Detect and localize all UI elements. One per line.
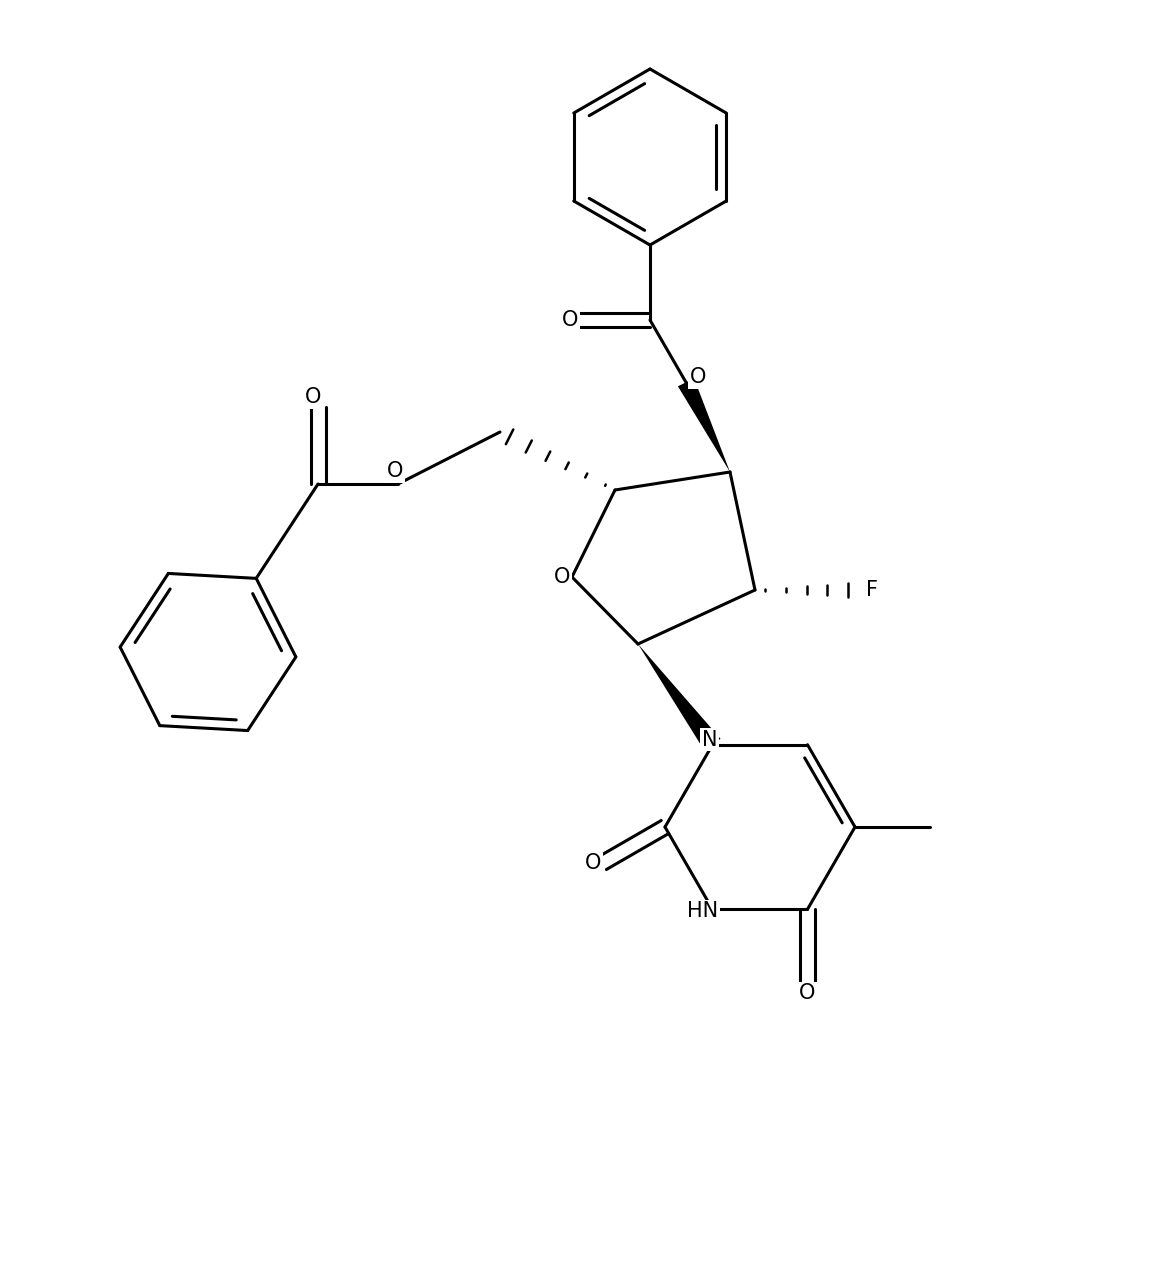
Text: O: O bbox=[584, 853, 601, 873]
Text: N: N bbox=[702, 729, 718, 750]
Polygon shape bbox=[638, 644, 720, 751]
Text: HN: HN bbox=[687, 901, 718, 921]
Text: O: O bbox=[562, 310, 578, 329]
Text: O: O bbox=[554, 567, 570, 587]
Text: F: F bbox=[866, 581, 878, 599]
Text: O: O bbox=[305, 387, 321, 408]
Text: O: O bbox=[387, 461, 403, 481]
Text: O: O bbox=[800, 983, 816, 1003]
Text: O: O bbox=[690, 367, 706, 387]
Polygon shape bbox=[677, 379, 730, 472]
